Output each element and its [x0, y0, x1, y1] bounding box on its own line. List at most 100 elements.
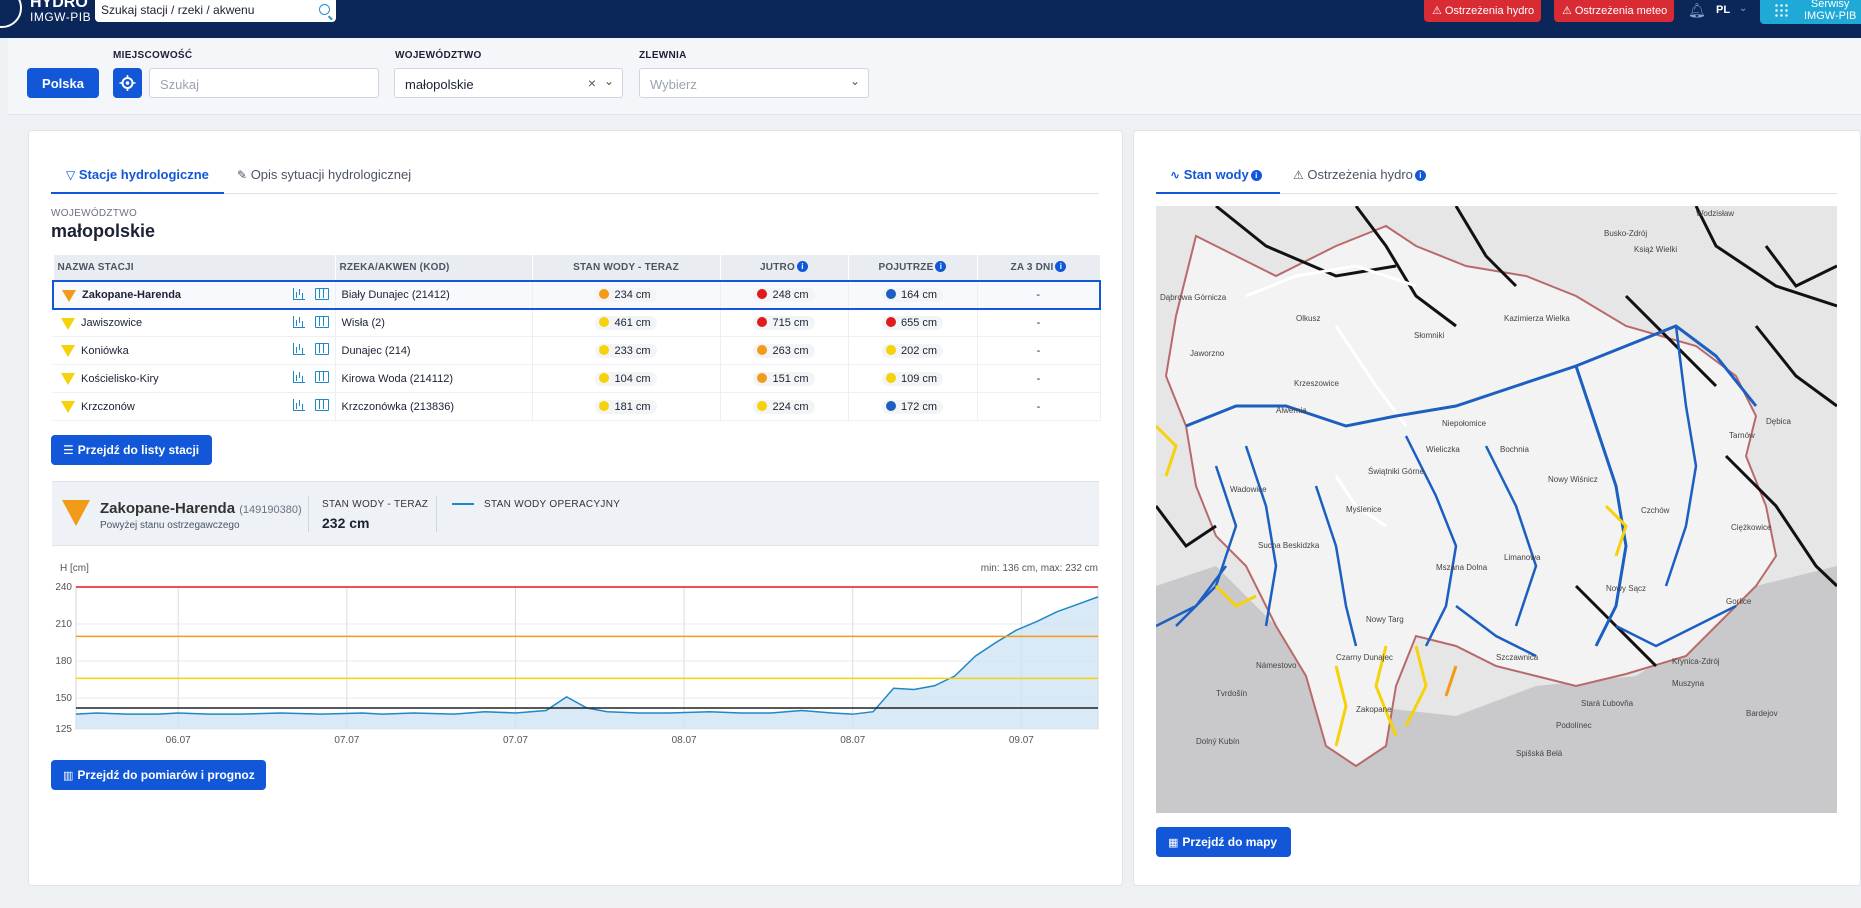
table-row[interactable]: Krzczonów Krzczonówka (213836) 181 cm 224 c…	[53, 392, 1101, 421]
three-days-cell: -	[977, 308, 1101, 337]
tab-hydro-warnings[interactable]: ⚠ Ostrzeżenia hydro i	[1293, 167, 1426, 182]
table-row[interactable]: Kościelisko-Kiry Kirowa Woda (214112) 104 …	[53, 364, 1101, 393]
map-icon[interactable]	[314, 371, 329, 383]
region-label: WOJEWÓDZTWO	[51, 208, 138, 219]
map-place-label: Stará Ľubovňa	[1581, 699, 1634, 708]
chevron-down-icon[interactable]: ⌄	[603, 74, 614, 88]
table-row[interactable]: Jawiszowice Wisła (2) 461 cm 715 cm 655 cm -	[53, 308, 1101, 337]
chart-icon[interactable]	[292, 343, 305, 355]
poland-button[interactable]: Polska	[27, 68, 99, 98]
table-row[interactable]: Koniówka Dunajec (214) 233 cm 263 cm 202 cm -	[53, 336, 1101, 365]
water-level-chart[interactable]: 06.07 07.07 07.07 08.07 08.07 09.07 125 150 180 2…	[52, 555, 1102, 755]
column-header[interactable]: NAZWA STACJI	[52, 254, 336, 281]
three-days-cell: -	[977, 336, 1101, 365]
map-place-label: Kazimierza Wielka	[1504, 314, 1570, 323]
current-level-cell: 461 cm	[532, 308, 721, 337]
info-icon[interactable]: i	[1250, 170, 1262, 181]
tab-divider	[1156, 193, 1837, 194]
hydrological-map[interactable]: Wodzisław Książ Wielki Busko-Zdrój Dąbrowa …	[1156, 206, 1837, 813]
three-days-cell: -	[977, 279, 1101, 310]
meteo-warnings-button[interactable]: ⚠ Ostrzeżenia meteo	[1554, 0, 1674, 22]
x-tick-label: 07.07	[334, 735, 359, 746]
tab-water-level[interactable]: ∿ Stan wody i	[1170, 167, 1262, 182]
warning-level-icon	[61, 401, 75, 413]
map-icon[interactable]	[314, 399, 329, 411]
services-label: Serwisy IMGW-PIB	[1804, 0, 1856, 22]
map-icon: ▦	[1168, 837, 1179, 849]
measurements-button[interactable]: ▥ Przejdź do pomiarów i prognoz	[51, 760, 266, 790]
logo-subtitle[interactable]: IMGW-PIB	[30, 10, 92, 24]
top-search-input[interactable]: Szukaj stacji / rzeki / akwenu	[95, 0, 336, 22]
station-name: Kościelisko-Kiry	[81, 372, 159, 385]
chart-icon[interactable]	[292, 371, 305, 383]
current-level-value: 234 cm	[614, 288, 651, 301]
column-header[interactable]: JUTRO i	[719, 254, 849, 281]
station-list-button[interactable]: ☰ Przejdź do listy stacji	[51, 435, 212, 465]
x-tick-label: 07.07	[503, 735, 528, 746]
level-dot-icon	[885, 400, 896, 411]
map-place-label: Busko-Zdrój	[1604, 229, 1647, 238]
tab-stations[interactable]: ▽ Stacje hydrologiczne	[66, 167, 209, 182]
y-tick-label: 125	[55, 724, 72, 735]
station-name-cell[interactable]: Kościelisko-Kiry	[53, 364, 336, 393]
map-place-label: Limanowa	[1504, 553, 1541, 562]
info-icon[interactable]: i	[1055, 261, 1067, 273]
logo-title[interactable]: HYDRO	[30, 0, 88, 11]
search-icon[interactable]	[319, 4, 330, 15]
map-place-label: Książ Wielki	[1634, 245, 1677, 254]
warning-level-icon	[61, 345, 75, 357]
y-tick-label: 240	[55, 582, 72, 593]
chevron-down-icon[interactable]: ⌄	[849, 74, 860, 88]
basin-select[interactable]: Wybierz ⌄	[639, 68, 869, 98]
chart-icon[interactable]	[292, 287, 305, 300]
station-name-cell[interactable]: Koniówka	[53, 336, 336, 365]
voivodeship-select[interactable]: małopolskie × ⌄	[394, 68, 623, 98]
chart-icon[interactable]	[292, 315, 305, 328]
level-dot-icon	[757, 372, 768, 383]
go-to-map-button[interactable]: ▦ Przejdź do mapy	[1156, 827, 1291, 857]
column-header[interactable]: POJUTRZE i	[847, 254, 978, 281]
column-header[interactable]: STAN WODY - TERAZ	[531, 254, 721, 281]
hydro-warnings-button[interactable]: ⚠ Ostrzeżenia hydro	[1424, 0, 1541, 22]
river-cell: Biały Dunajec (21412)	[335, 279, 533, 310]
station-name-cell[interactable]: Krzczonów	[53, 392, 336, 421]
station-name-cell[interactable]: Jawiszowice	[53, 308, 336, 337]
column-header[interactable]: RZEKA/AKWEN (KOD)	[334, 254, 533, 281]
map-place-label: Olkusz	[1296, 314, 1320, 323]
info-icon[interactable]: i	[1414, 170, 1426, 181]
map-icon[interactable]	[314, 343, 329, 355]
warning-level-triangle-icon	[62, 500, 90, 526]
info-icon[interactable]: i	[796, 261, 808, 273]
level-dot-icon	[757, 288, 768, 299]
chevron-down-icon[interactable]: ⌄	[1739, 3, 1748, 14]
day-after-value: 655 cm	[900, 316, 938, 329]
warning-icon: ⚠	[1562, 5, 1572, 17]
chart-icon[interactable]	[292, 399, 305, 411]
services-button[interactable]: Serwisy IMGW-PIB	[1760, 0, 1861, 24]
grid-icon	[1774, 3, 1788, 17]
clear-icon[interactable]: ×	[587, 75, 596, 91]
map-icon[interactable]	[314, 287, 329, 300]
city-search-input[interactable]: Szukaj	[149, 68, 379, 98]
level-dot-icon	[885, 316, 896, 327]
info-icon[interactable]: i	[935, 261, 947, 273]
warning-level-icon	[62, 289, 76, 302]
bell-icon[interactable]: 🔔︎	[1688, 2, 1706, 18]
column-header[interactable]: ZA 3 DNI i	[976, 254, 1101, 281]
language-selector[interactable]: PL	[1716, 4, 1731, 16]
table-row[interactable]: Zakopane-Harenda Biały Dunajec (21412) 234…	[52, 279, 1101, 310]
map-canvas[interactable]: Wodzisław Książ Wielki Busko-Zdrój Dąbrowa …	[1156, 206, 1837, 813]
logo-icon[interactable]	[0, 0, 22, 28]
tab-divider	[51, 193, 1099, 194]
tab-water-level-label: Stan wody	[1183, 167, 1249, 182]
stations-table: NAZWA STACJI RZEKA/AKWEN (KOD) STAN WODY…	[52, 254, 1101, 421]
services-line2: IMGW-PIB	[1804, 10, 1857, 22]
hydro-warnings-label: Ostrzeżenia hydro	[1444, 5, 1535, 17]
level-dot-icon	[599, 372, 610, 383]
station-name-cell[interactable]: Zakopane-Harenda	[52, 279, 336, 310]
tab-description[interactable]: ✎ Opis sytuacji hydrologicznej	[237, 167, 411, 182]
locate-button[interactable]	[113, 68, 142, 98]
map-place-label: Nowy Wiśnicz	[1548, 475, 1598, 484]
current-level-value: 233 cm	[614, 344, 651, 357]
map-icon[interactable]	[314, 315, 329, 328]
